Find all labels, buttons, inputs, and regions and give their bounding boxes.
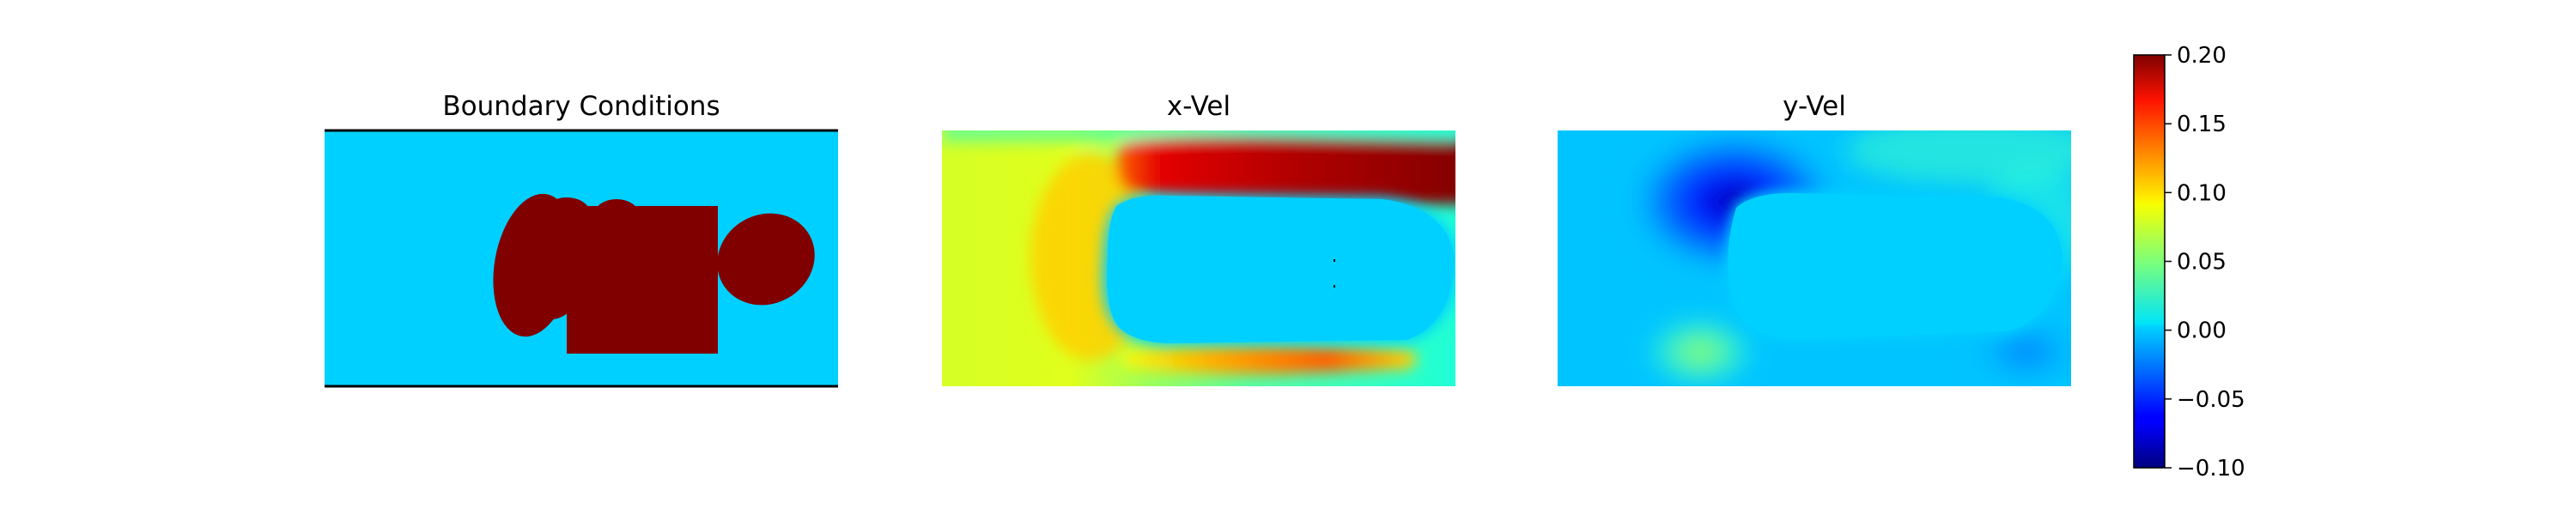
colorbar-tick-label: 0.00 <box>2177 318 2227 344</box>
panel-y-vel: y-Vel <box>1558 91 2104 391</box>
panel-title-boundary-conditions: Boundary Conditions <box>442 91 720 122</box>
x-vel-heatmap <box>942 120 1477 386</box>
panel-title-x-vel: x-Vel <box>1167 91 1230 122</box>
colorbar: 0.20 0.15 0.10 0.05 0.00 −0.05 −0.10 <box>2134 43 2245 482</box>
obstacle-rectangle <box>567 206 718 354</box>
colorbar-ticks: 0.20 0.15 0.10 0.05 0.00 −0.05 −0.10 <box>2165 43 2245 482</box>
colorbar-tick-label: −0.05 <box>2177 387 2245 413</box>
colorbar-tick-label: 0.15 <box>2177 112 2227 137</box>
panel-x-vel: x-Vel <box>942 91 1477 386</box>
colorbar-tick-label: −0.10 <box>2177 456 2245 482</box>
panel-boundary-conditions: Boundary Conditions <box>325 91 838 386</box>
colorbar-tick-label: 0.10 <box>2177 180 2227 206</box>
y-vel-heatmap <box>1558 116 2104 391</box>
panel-title-y-vel: y-Vel <box>1783 91 1846 122</box>
colorbar-tick-label: 0.20 <box>2177 43 2227 69</box>
colorbar-gradient <box>2134 55 2165 468</box>
colorbar-tick-label: 0.05 <box>2177 250 2227 276</box>
